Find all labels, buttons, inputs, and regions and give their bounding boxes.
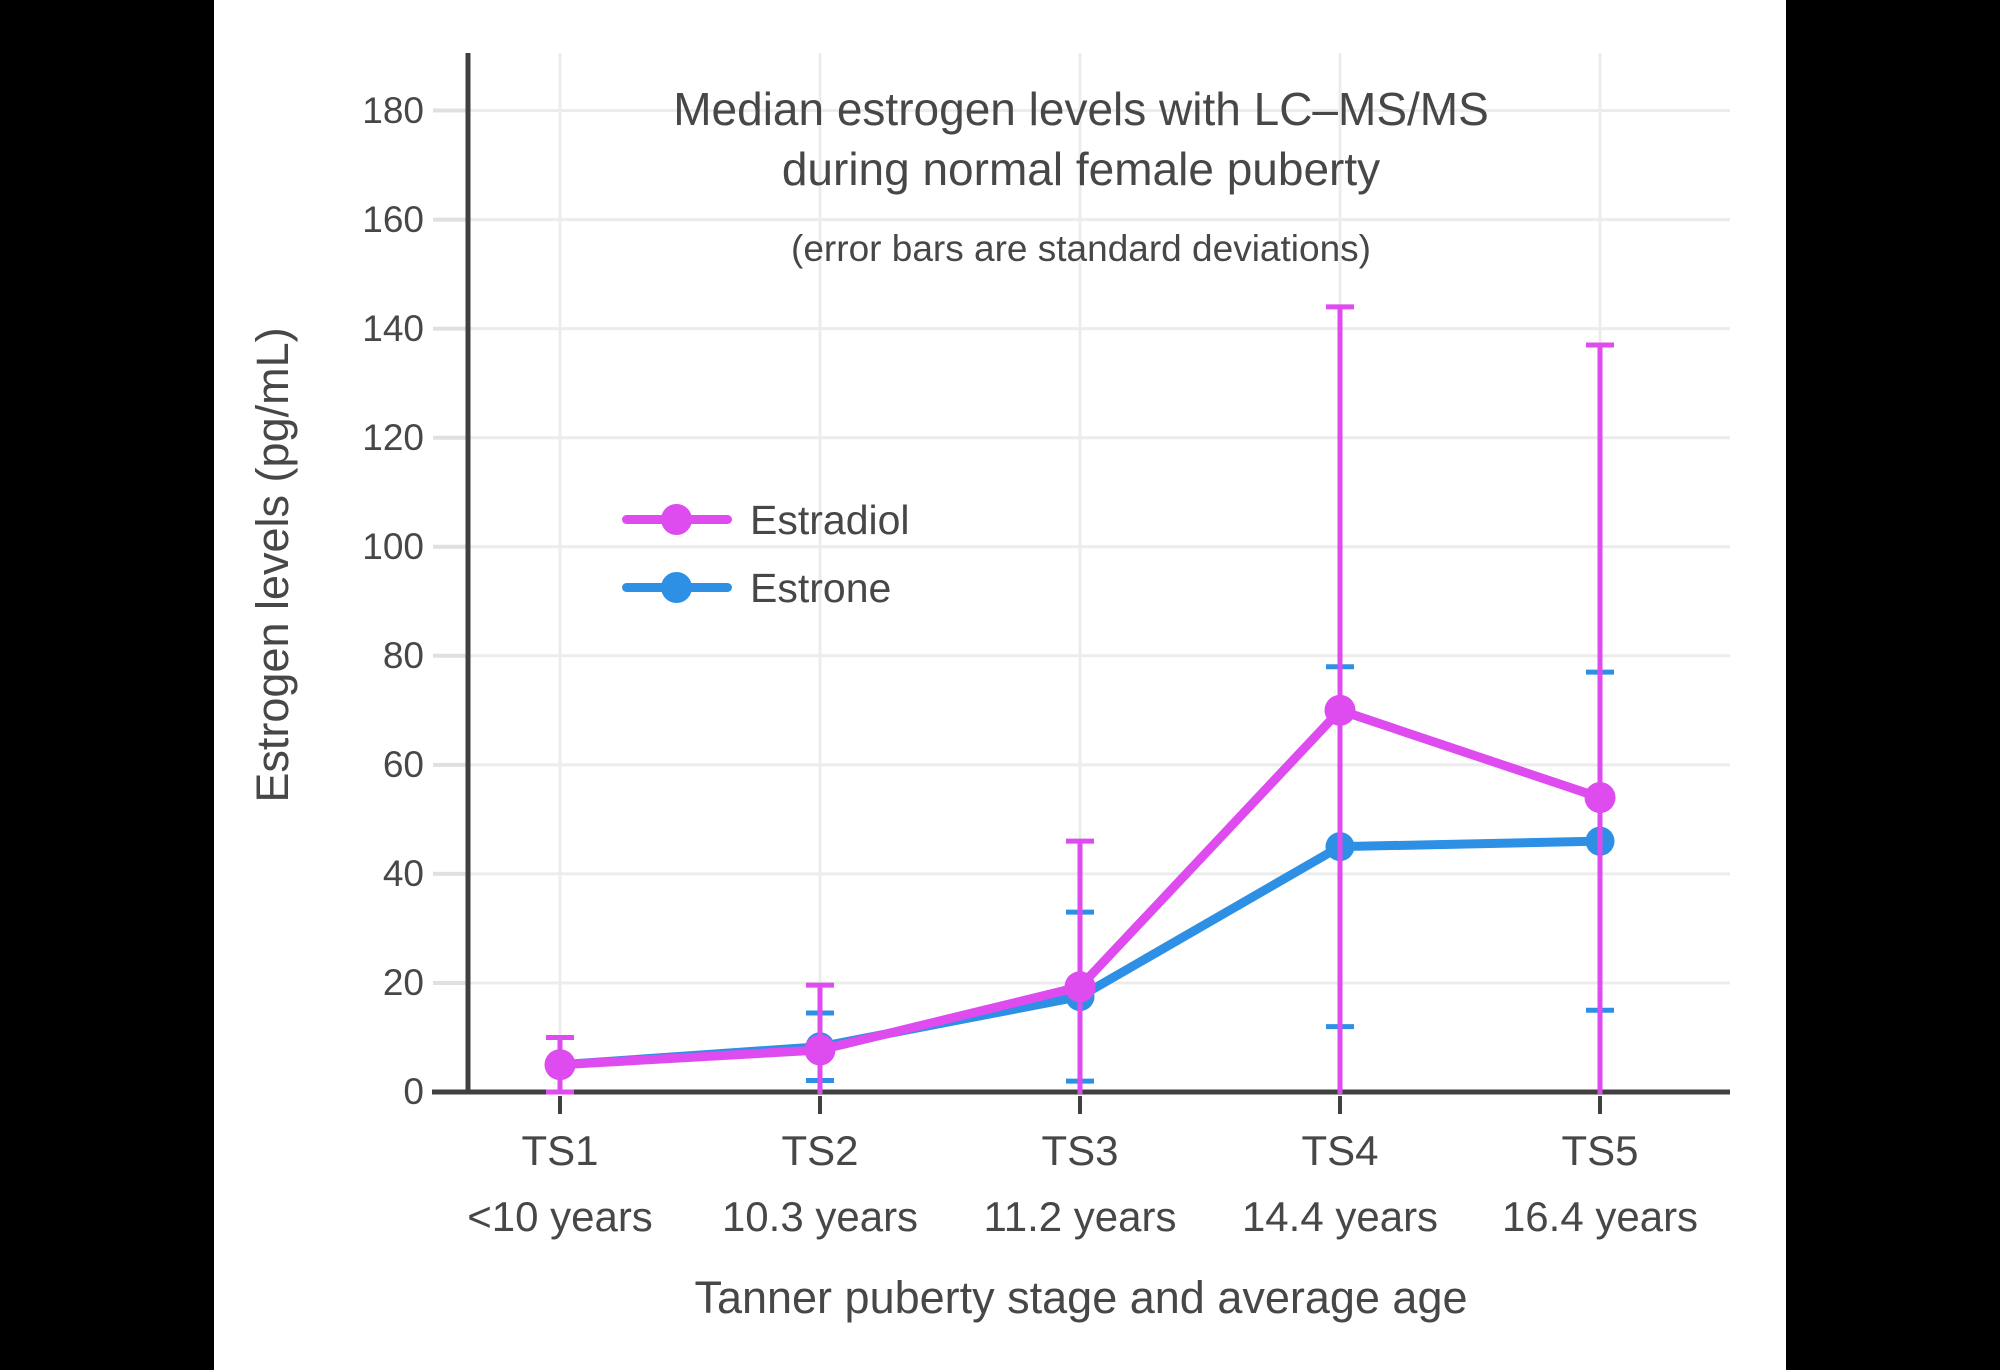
x-tick-label-age: 10.3 years xyxy=(721,1193,919,1240)
chart-title-line1: Median estrogen levels with LC–MS/MS xyxy=(673,83,1489,135)
y-tick-label: 60 xyxy=(382,743,424,785)
x-tick-label-stage: TS2 xyxy=(781,1127,859,1174)
x-tick-label-stage: TS5 xyxy=(1561,1127,1639,1174)
x-tick-label-stage: TS3 xyxy=(1041,1127,1119,1174)
y-tick-label: 120 xyxy=(362,416,424,458)
y-tick-label: 160 xyxy=(362,198,424,240)
x-tick-label-stage: TS1 xyxy=(521,1127,599,1174)
y-tick-label: 40 xyxy=(382,852,424,894)
y-tick-label: 180 xyxy=(362,89,424,131)
y-tick-label: 140 xyxy=(362,307,424,349)
x-tick-label-age: 11.2 years xyxy=(983,1193,1177,1240)
marker-estradiol-ts3 xyxy=(1064,971,1096,1003)
chart-title-line2: during normal female puberty xyxy=(781,143,1381,195)
x-tick-label-stage: TS4 xyxy=(1301,1127,1379,1174)
legend-label-estradiol: Estradiol xyxy=(750,497,910,543)
chart-panel xyxy=(214,0,1786,1370)
x-axis-title: Tanner puberty stage and average age xyxy=(694,1272,1468,1323)
chart-subtitle: (error bars are standard deviations) xyxy=(791,228,1371,269)
x-tick-label-age: <10 years xyxy=(467,1193,653,1240)
marker-estradiol-ts4 xyxy=(1324,694,1356,726)
marker-estradiol-ts2 xyxy=(804,1034,836,1066)
y-tick-label: 0 xyxy=(403,1071,424,1112)
marker-estradiol-ts1 xyxy=(544,1049,576,1081)
y-tick-label: 20 xyxy=(382,961,424,1003)
legend-marker-estrone xyxy=(661,572,692,603)
y-tick-label: 100 xyxy=(362,525,424,567)
x-tick-label-age: 14.4 years xyxy=(1241,1193,1439,1240)
x-tick-label-age: 16.4 years xyxy=(1501,1193,1699,1240)
legend-marker-estradiol xyxy=(661,504,692,535)
marker-estradiol-ts5 xyxy=(1584,782,1616,814)
legend-label-estrone: Estrone xyxy=(750,565,892,611)
y-tick-label: 80 xyxy=(382,634,424,676)
